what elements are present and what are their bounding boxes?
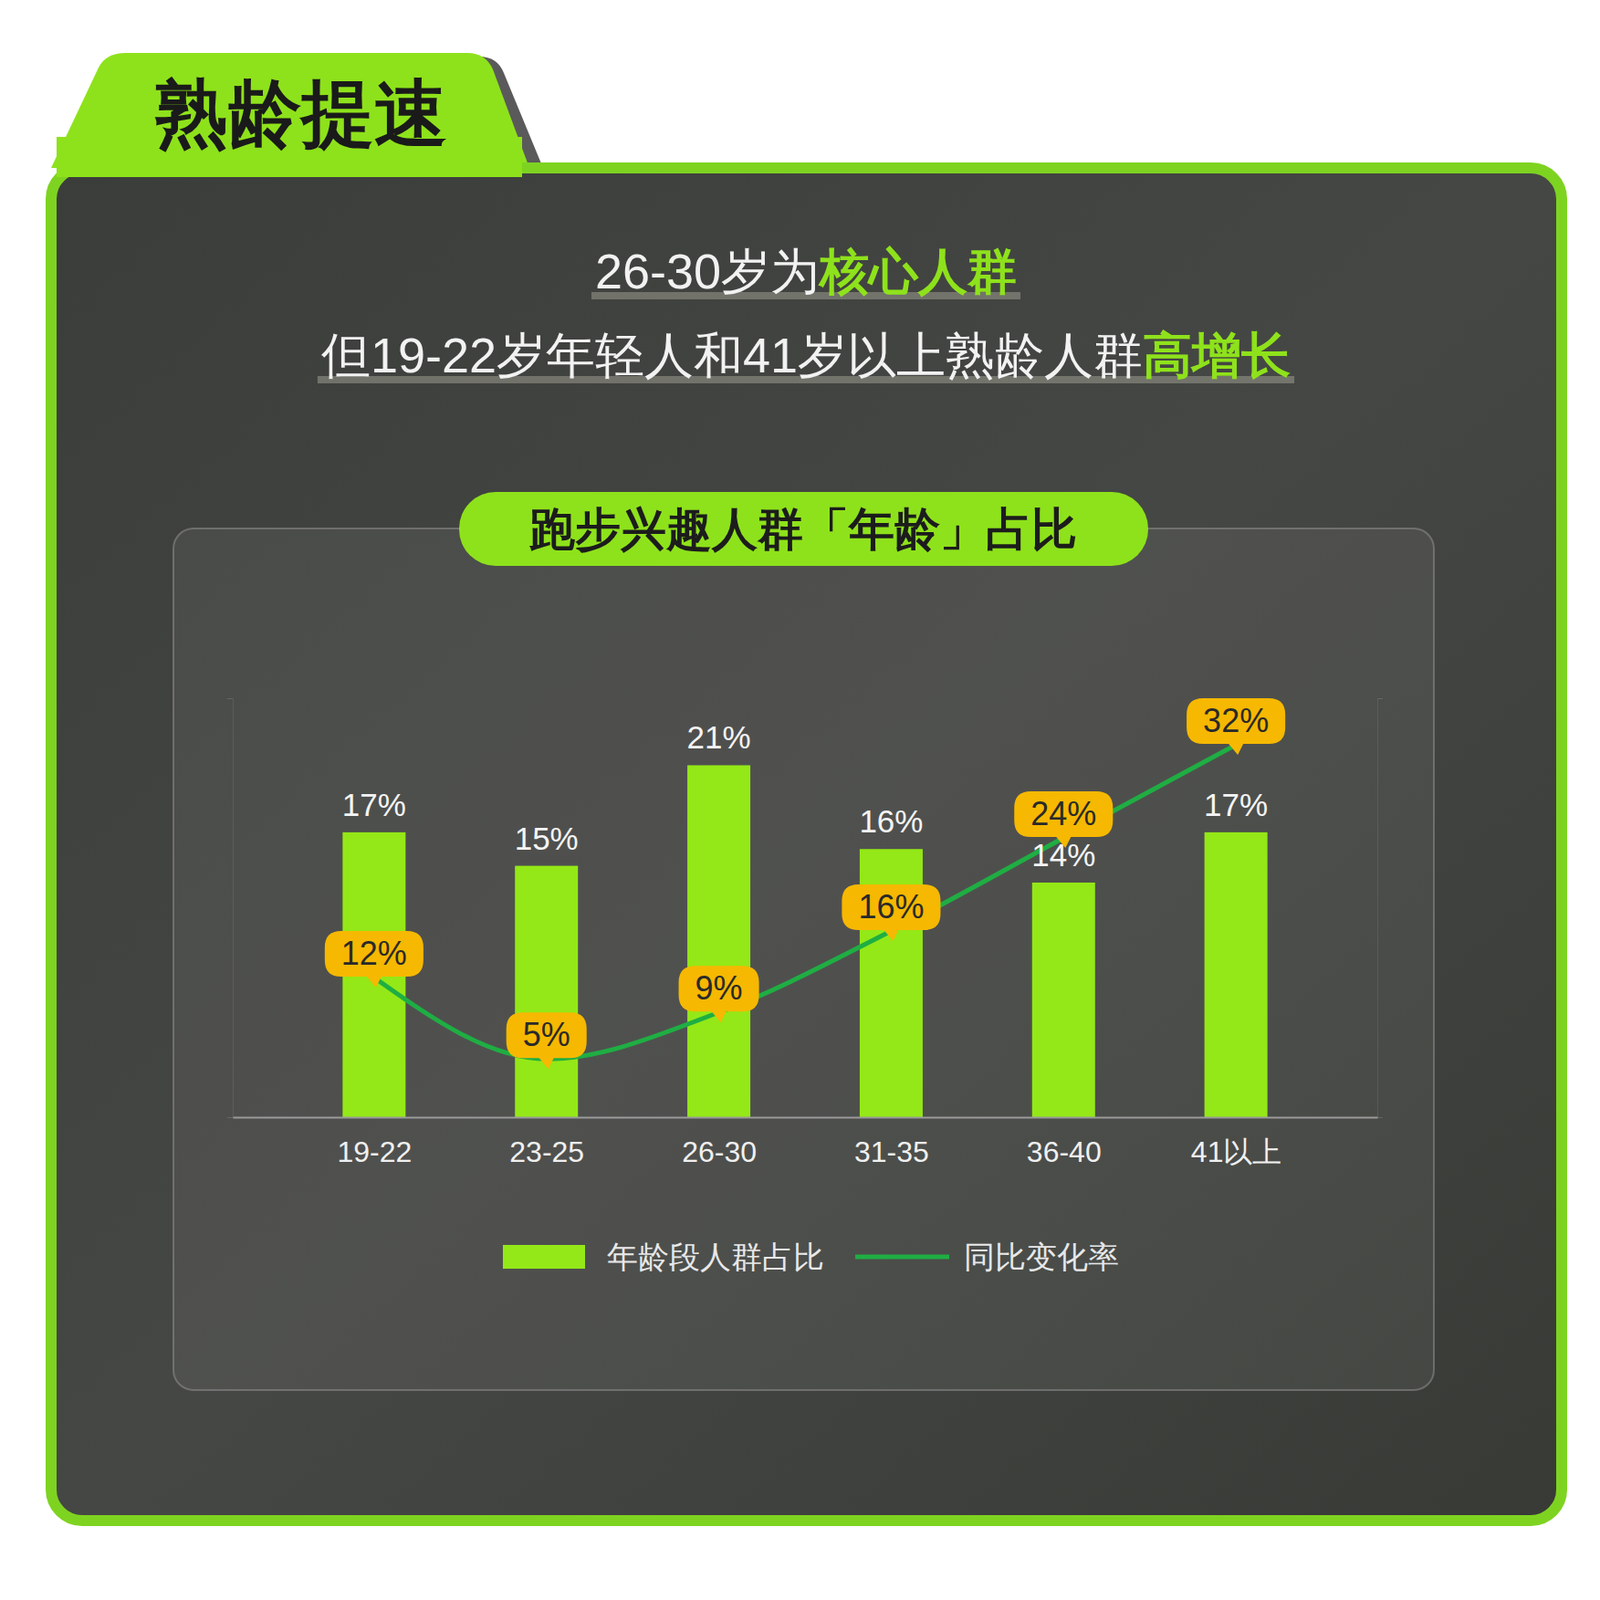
- label-pill: [1014, 791, 1113, 848]
- plot-marks: [342, 744, 1267, 1118]
- x-tick: 26-30: [681, 1117, 757, 1169]
- chart-title: 跑步兴趣人群「年龄」占比: [528, 503, 1078, 555]
- headline-part: 但19-22岁年轻人和41岁以上熟龄人群: [321, 327, 1143, 383]
- y-axis: [227, 699, 234, 1119]
- bar: [687, 764, 751, 1118]
- legend-swatch: [855, 1254, 950, 1260]
- x-tick: 31-35: [854, 1117, 930, 1169]
- line: [374, 744, 1236, 1059]
- x-tick-label: 36-40: [1026, 1135, 1102, 1169]
- headline-part: 核心人群: [817, 243, 1017, 299]
- line-label-text: 24%: [1030, 794, 1097, 833]
- legend: 年龄段人群占比 同比变化率: [502, 1239, 1119, 1275]
- y2-tick-mark: [1377, 698, 1383, 700]
- headline: 但19-22岁年轻人和41岁以上熟龄人群高增长: [317, 327, 1295, 384]
- x-tick-label: 26-30: [681, 1135, 757, 1169]
- line-label: 9%: [679, 965, 760, 1023]
- bar-label: 17%: [342, 786, 407, 823]
- line-label: 24%: [1014, 791, 1113, 848]
- line-label-text: 9%: [695, 969, 743, 1007]
- x-axis-line: [233, 1117, 1379, 1119]
- bar: [1204, 832, 1268, 1118]
- legend-label: 年龄段人群占比: [606, 1239, 825, 1275]
- y-tick-mark: [227, 1117, 233, 1119]
- y-tick: [227, 698, 233, 700]
- label-pill: [506, 1012, 587, 1069]
- line-label-text: 32%: [1202, 701, 1269, 740]
- label-pill: [1186, 698, 1286, 755]
- headline-part: 26-30岁为: [595, 243, 820, 299]
- bar-label: 16%: [858, 803, 923, 839]
- bar-label: 15%: [514, 820, 579, 857]
- headline-text: 但19-22岁年轻人和41岁以上熟龄人群高增长: [321, 327, 1291, 383]
- x-tick-label: 23-25: [509, 1135, 585, 1169]
- x-tick: 41以上: [1191, 1117, 1283, 1169]
- headline-text: 26-30岁为核心人群: [595, 243, 1017, 299]
- legend-swatch: [502, 1244, 586, 1269]
- line-label-text: 16%: [857, 888, 924, 926]
- line-label: 16%: [841, 884, 941, 942]
- line-label: 12%: [324, 930, 424, 988]
- y-tick-mark: [227, 698, 233, 700]
- bar: [1032, 882, 1096, 1118]
- line-label: 5%: [506, 1012, 587, 1069]
- y2-axis-line: [1378, 699, 1384, 1119]
- bar-label: 21%: [687, 719, 752, 755]
- y2-tick: [1377, 698, 1383, 700]
- tab-title: 熟龄提速: [154, 73, 448, 155]
- title-pill: [459, 491, 1149, 566]
- x-tick: 23-25: [509, 1117, 585, 1169]
- x-tick-label: 41以上: [1191, 1135, 1283, 1169]
- headline: 26-30岁为核心人群: [591, 243, 1021, 300]
- label-pill: [324, 930, 424, 988]
- y-tick: [227, 1117, 233, 1119]
- y2-axis: [1377, 699, 1383, 1119]
- x-axis: 19-22 23-25 26-30 31-35 36-40 41以上: [233, 1117, 1379, 1169]
- legend-label: 同比变化率: [963, 1239, 1119, 1275]
- line-label: 32%: [1186, 698, 1286, 755]
- y2-tick-mark: [1377, 1117, 1383, 1119]
- panel: [173, 528, 1434, 1391]
- x-tick: 36-40: [1026, 1117, 1102, 1169]
- data-labels: 17%15%21%16%14%17%12%5%9%16%24%32%: [324, 698, 1286, 1069]
- bar: [514, 866, 578, 1118]
- label-pill: [841, 884, 941, 942]
- line-label-text: 5%: [522, 1015, 571, 1054]
- page: 熟龄提速 26-30岁为核心人群但19-22岁年轻人和41岁以上熟龄人群高增长跑步…: [0, 0, 1600, 1600]
- bar-label: 17%: [1203, 786, 1268, 823]
- label-pill: [679, 965, 760, 1023]
- frame: [51, 167, 1562, 1521]
- headline-part: 高增长: [1142, 327, 1291, 383]
- line-label-text: 12%: [341, 934, 408, 973]
- y2-tick: [1377, 1117, 1383, 1119]
- y-axis-line: [227, 699, 234, 1119]
- x-tick-label: 31-35: [854, 1135, 930, 1169]
- x-tick-label: 19-22: [336, 1135, 412, 1169]
- x-tick: 19-22: [336, 1117, 412, 1169]
